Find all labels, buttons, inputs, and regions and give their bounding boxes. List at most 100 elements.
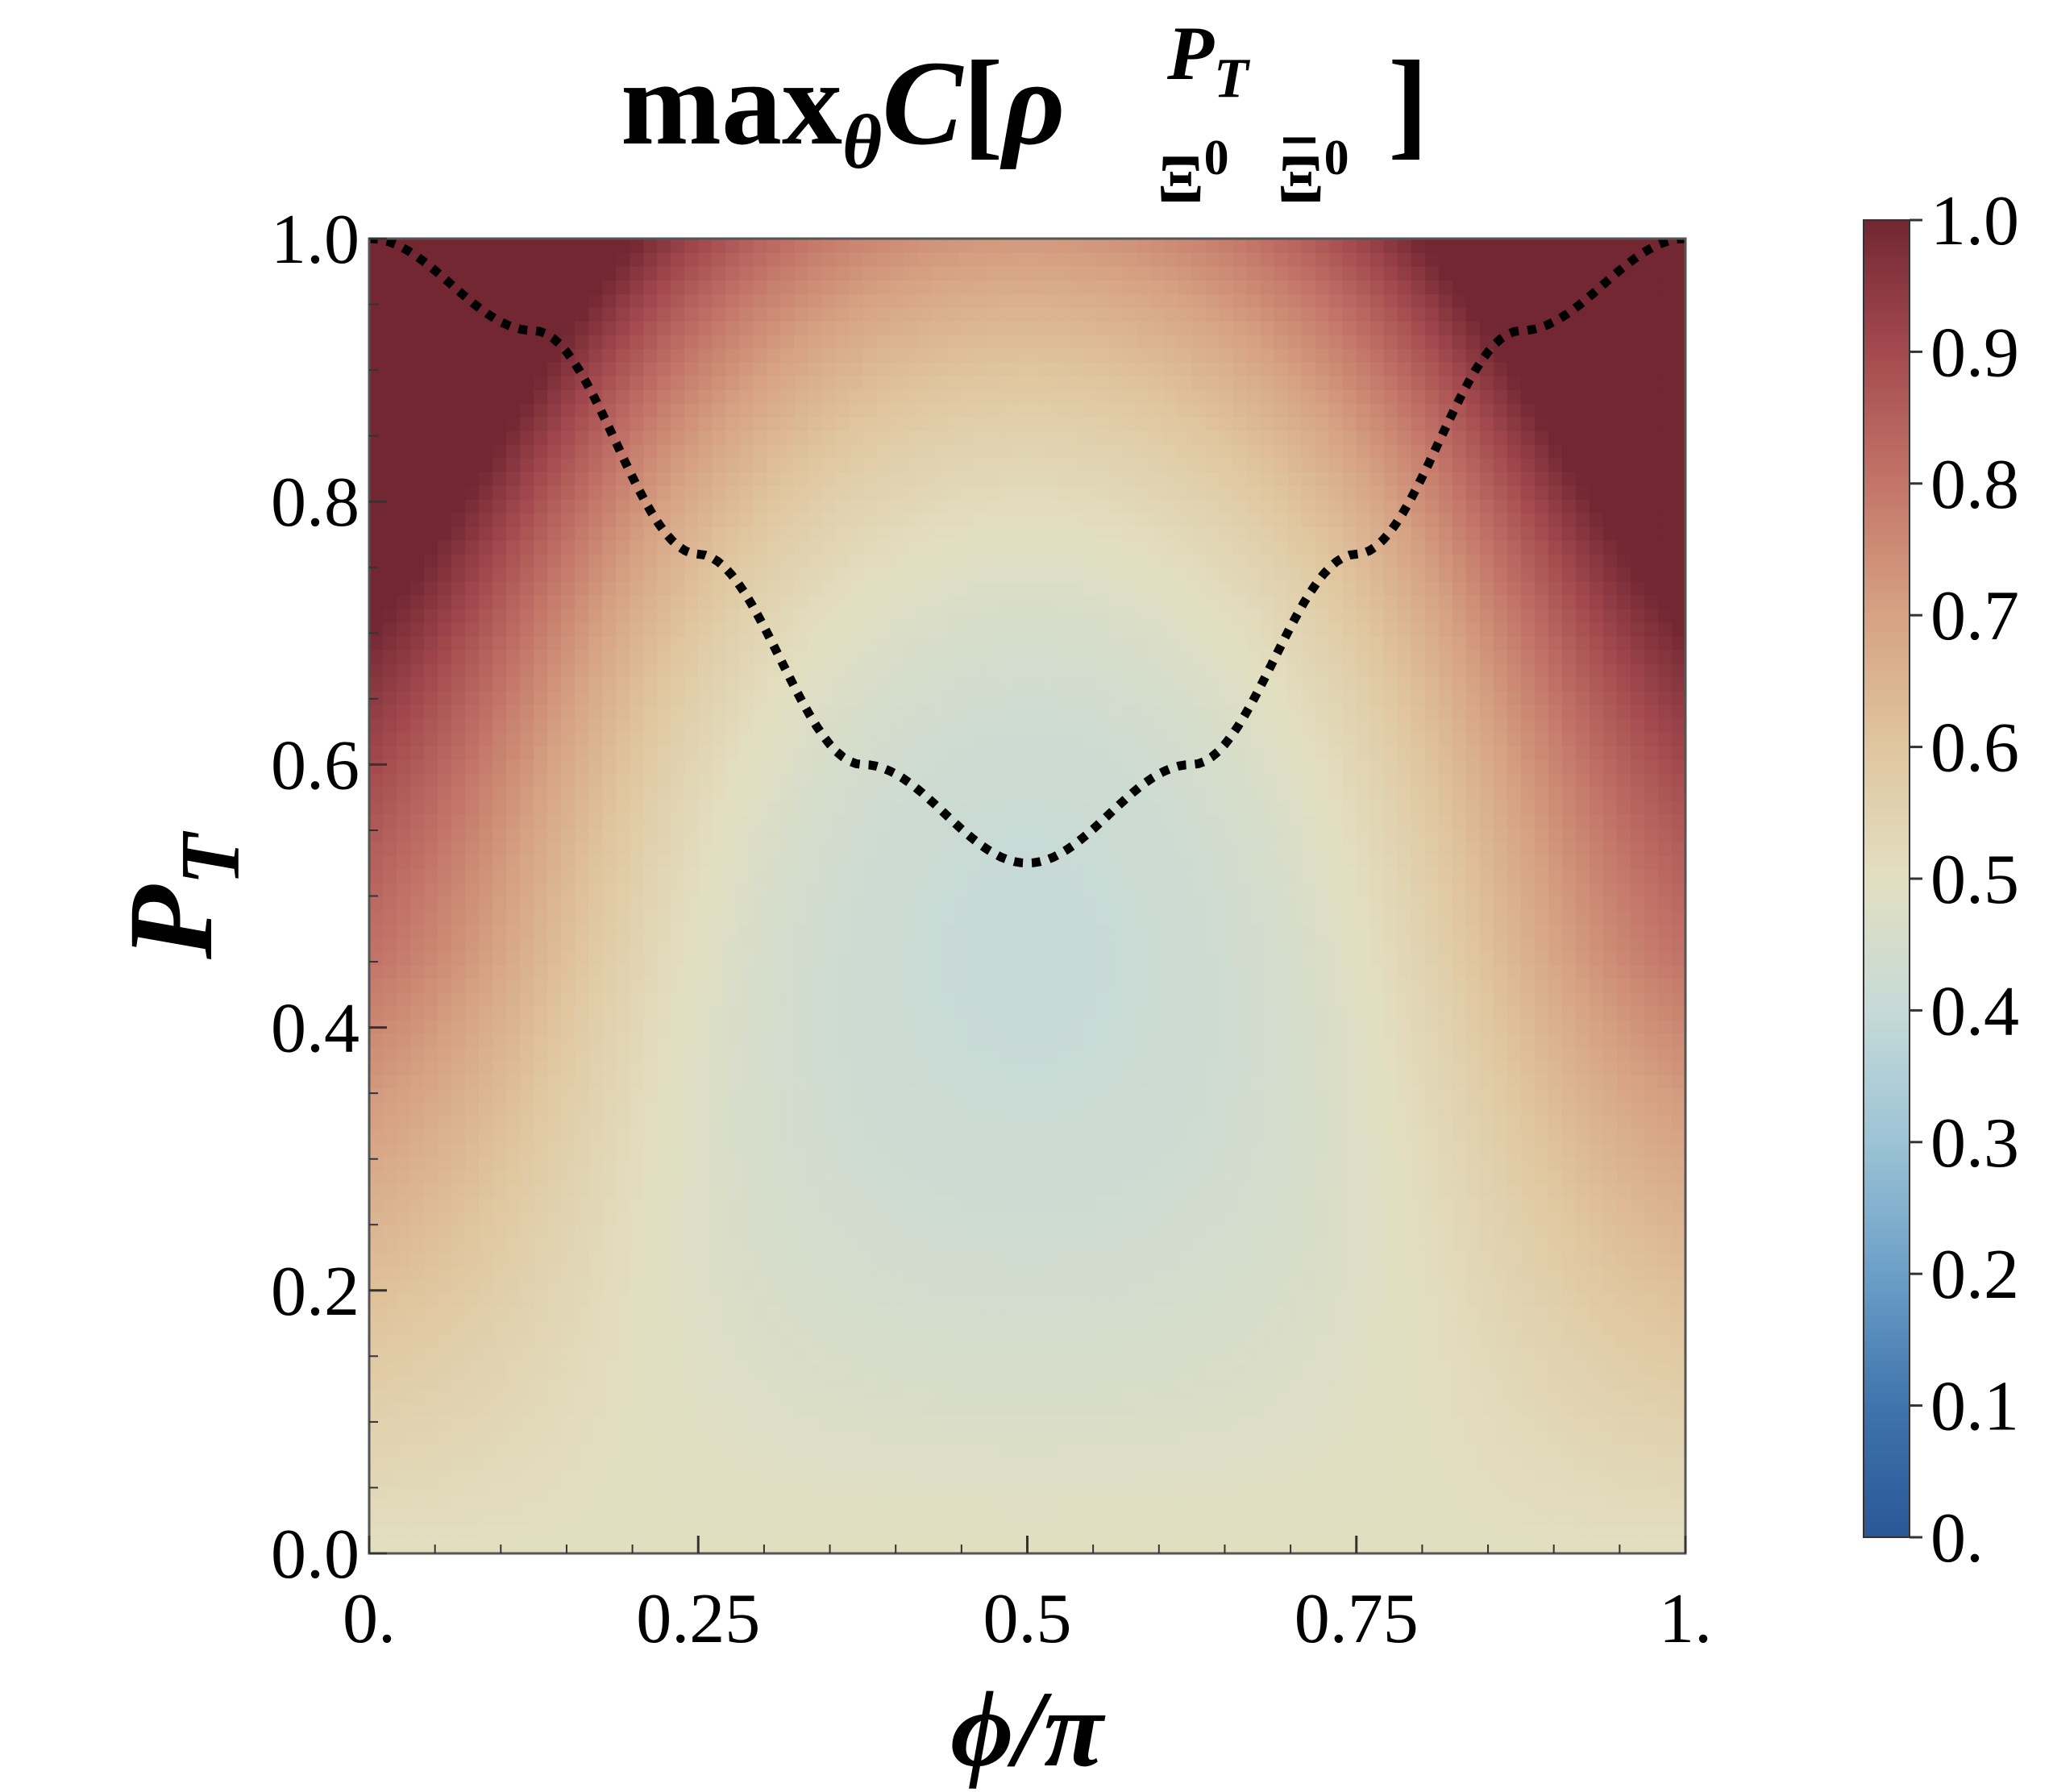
heatmap-cell	[602, 279, 617, 294]
heatmap-cell	[369, 334, 384, 349]
heatmap-cell	[465, 882, 480, 897]
heatmap-cell	[492, 772, 507, 788]
heatmap-cell	[725, 1266, 741, 1281]
heatmap-cell	[821, 1348, 837, 1362]
heatmap-cell	[684, 334, 700, 349]
heatmap-cell	[657, 457, 672, 472]
heatmap-cell	[465, 1019, 480, 1034]
heatmap-cell	[602, 553, 617, 568]
heatmap-cell	[958, 745, 974, 760]
heatmap-cell	[904, 676, 919, 692]
heatmap-cell	[397, 1526, 411, 1540]
heatmap-cell	[602, 1293, 617, 1308]
heatmap-cell	[1013, 1238, 1029, 1254]
heatmap-cell	[890, 279, 905, 294]
heatmap-cell	[520, 402, 534, 418]
heatmap-cell	[575, 786, 589, 801]
heatmap-cell	[383, 717, 397, 733]
heatmap-cell	[1027, 1375, 1042, 1390]
heatmap-cell	[986, 1033, 1001, 1048]
heatmap-cell	[999, 512, 1015, 527]
heatmap-cell	[1054, 1142, 1070, 1158]
heatmap-cell	[739, 1444, 754, 1458]
heatmap-cell	[780, 361, 796, 376]
heatmap-cell	[1027, 1266, 1042, 1281]
heatmap-cell	[753, 1499, 768, 1513]
heatmap-cell	[465, 252, 480, 267]
heatmap-cell	[588, 882, 603, 897]
heatmap-cell	[862, 1375, 878, 1390]
heatmap-cell	[492, 1375, 507, 1390]
heatmap-cell	[588, 1238, 603, 1254]
heatmap-cell	[397, 786, 411, 801]
heatmap-cell	[671, 594, 686, 609]
heatmap-cell	[986, 1526, 1001, 1540]
heatmap-cell	[1013, 717, 1029, 733]
heatmap-cell	[890, 416, 905, 431]
heatmap-cell	[986, 937, 1001, 952]
heatmap-cell	[972, 1115, 987, 1130]
heatmap-cell	[1054, 443, 1070, 459]
heatmap-cell	[986, 704, 1001, 719]
heatmap-cell	[849, 813, 864, 829]
heatmap-cell	[712, 1444, 727, 1458]
heatmap-cell	[616, 622, 630, 637]
heatmap-cell	[767, 909, 782, 925]
heatmap-cell	[958, 1033, 974, 1048]
heatmap-cell	[616, 347, 630, 363]
heatmap-cell	[904, 759, 919, 774]
heatmap-cell	[397, 978, 411, 993]
heatmap-cell	[506, 1279, 521, 1294]
heatmap-cell	[479, 1115, 493, 1130]
heatmap-cell	[862, 1471, 878, 1486]
heatmap-cell	[534, 786, 548, 801]
heatmap-cell	[492, 443, 507, 459]
heatmap-cell	[575, 1403, 589, 1417]
heatmap-cell	[383, 1320, 397, 1335]
heatmap-cell	[999, 717, 1015, 733]
heatmap-cell	[1068, 526, 1083, 541]
heatmap-cell	[397, 1320, 411, 1335]
heatmap-cell	[492, 594, 507, 609]
heatmap-cell	[397, 1512, 411, 1527]
heatmap-cell	[972, 1101, 987, 1116]
heatmap-cell	[671, 663, 686, 678]
heatmap-cell	[684, 567, 700, 582]
heatmap-cell	[712, 347, 727, 363]
heatmap-cell	[808, 1457, 823, 1472]
heatmap-cell	[739, 512, 754, 527]
heatmap-cell	[671, 334, 686, 349]
heatmap-cell	[1027, 786, 1042, 801]
heatmap-cell	[383, 1046, 397, 1062]
heatmap-cell	[917, 1115, 933, 1130]
heatmap-cell	[561, 1389, 576, 1403]
heatmap-cell	[424, 772, 438, 788]
heatmap-cell	[520, 622, 534, 637]
heatmap-cell	[794, 1334, 809, 1349]
heatmap-cell	[945, 1485, 960, 1499]
heatmap-cell	[986, 402, 1001, 418]
heatmap-cell	[972, 1279, 987, 1294]
heatmap-cell	[698, 1238, 713, 1254]
heatmap-cell	[999, 1540, 1015, 1553]
heatmap-cell	[602, 1183, 617, 1199]
heatmap-cell	[534, 1430, 548, 1445]
heatmap-cell	[780, 1499, 796, 1513]
heatmap-cell	[492, 1430, 507, 1445]
heatmap-cell	[1054, 279, 1070, 294]
heatmap-cell	[808, 1252, 823, 1267]
heatmap-cell	[588, 731, 603, 746]
heatmap-cell	[1027, 1526, 1042, 1540]
heatmap-cell	[917, 690, 933, 705]
heatmap-cell	[506, 484, 521, 500]
heatmap-cell	[410, 854, 425, 870]
heatmap-cell	[1041, 1389, 1056, 1403]
heatmap-cell	[657, 553, 672, 568]
heatmap-cell	[725, 909, 741, 925]
heatmap-cell	[958, 608, 974, 623]
heatmap-cell	[849, 1115, 864, 1130]
heatmap-cell	[630, 1444, 645, 1458]
heatmap-cell	[808, 1499, 823, 1513]
heatmap-cell	[1027, 526, 1042, 541]
heatmap-cell	[862, 1416, 878, 1431]
